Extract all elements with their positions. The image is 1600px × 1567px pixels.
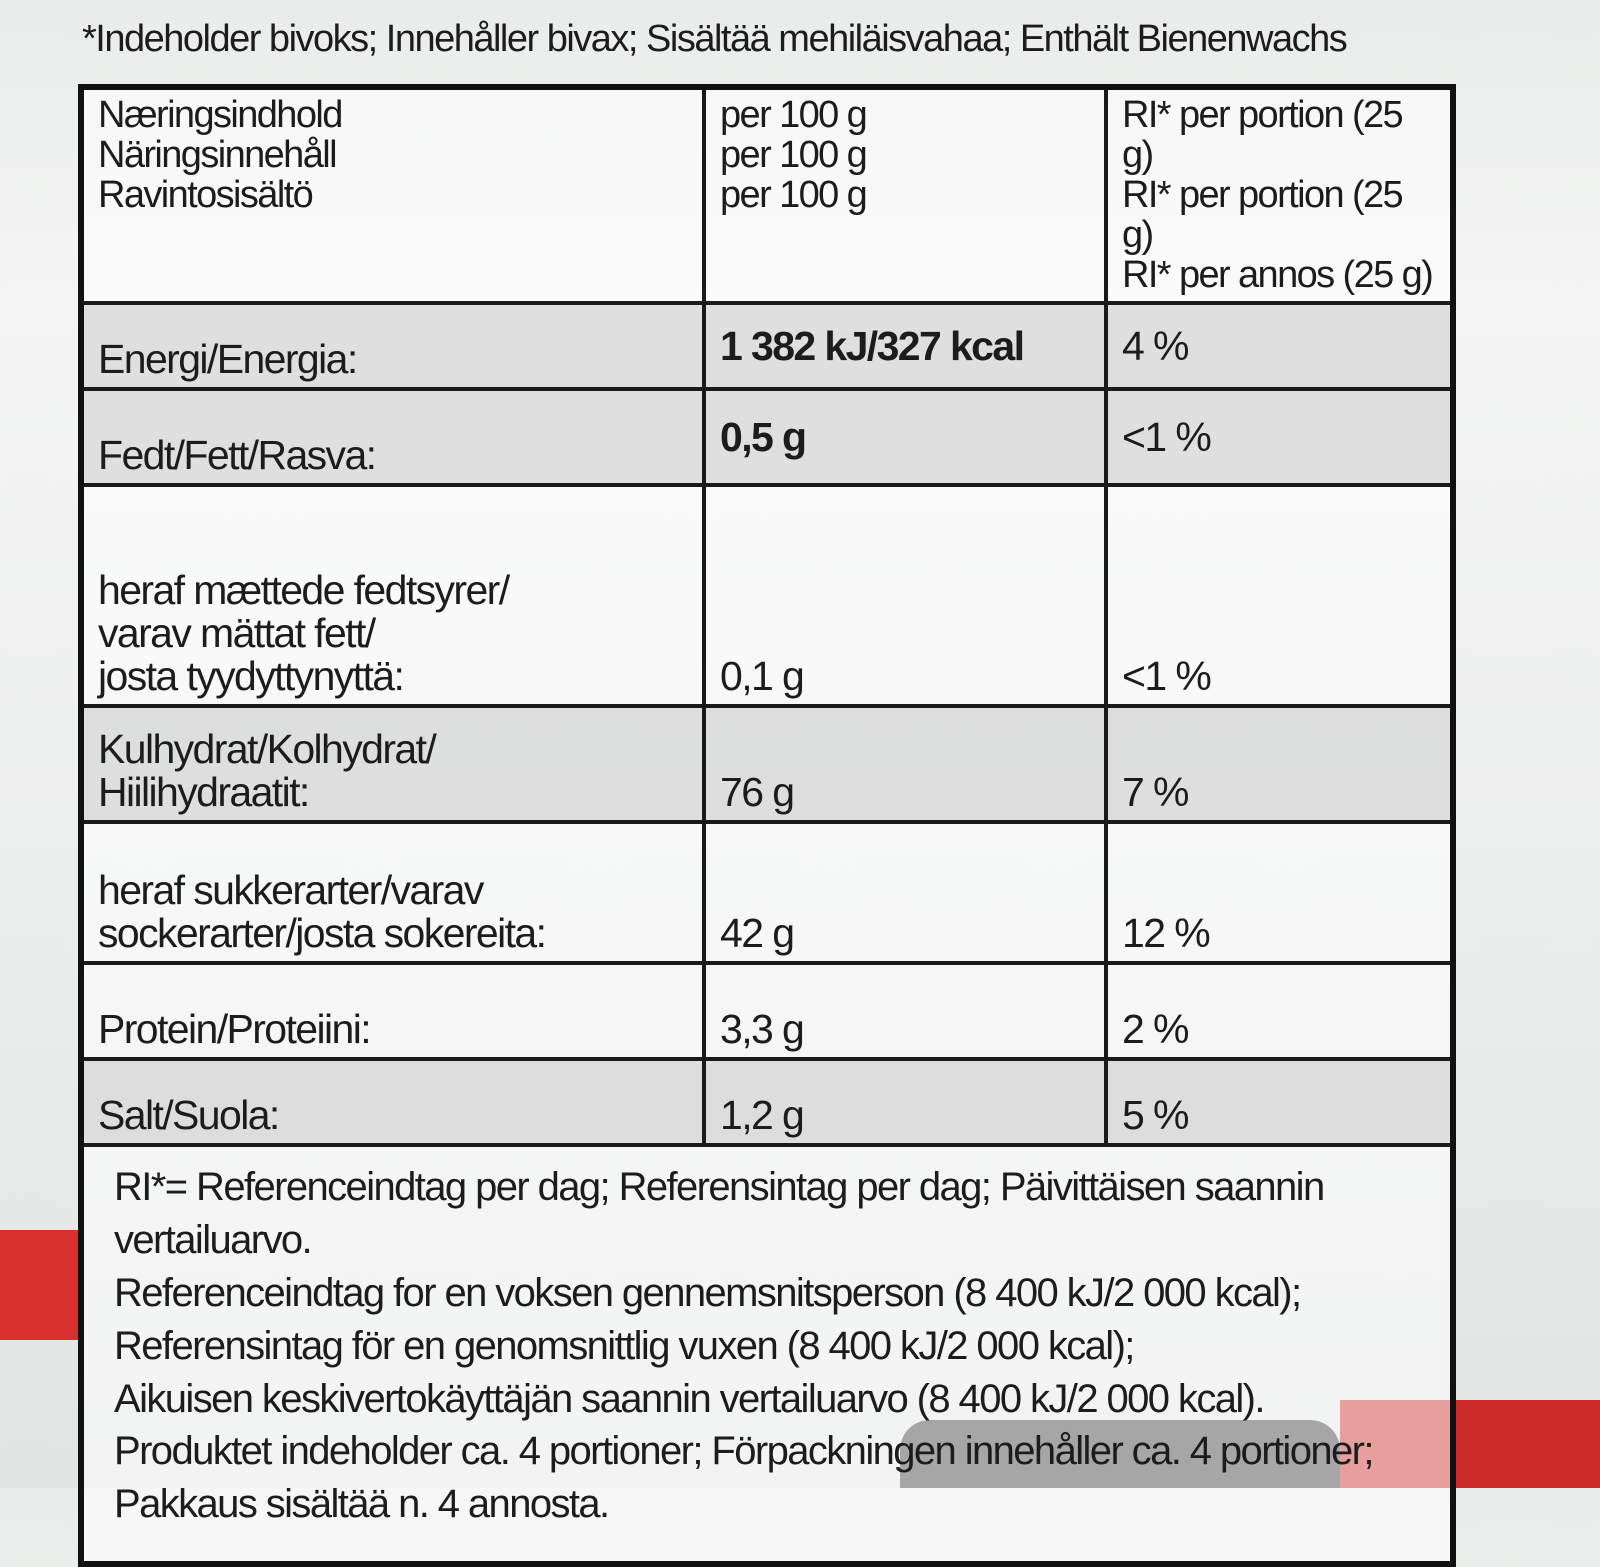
footnote-line: Referensintag för en genomsnittlig vuxen… [114,1323,1135,1368]
nutrient-label-line: Salt/Suola: [98,1092,280,1139]
nutrient-label: Protein/Proteiini: [79,961,706,1062]
header-nutrients: Næringsindhold Näringsinnehåll Ravintosi… [79,84,706,306]
footnote-line: Referenceindtag for en voksen gennemsnit… [114,1271,1302,1316]
header-label: RI* per portion (25 g) [1122,94,1404,176]
package-red-stripe [0,1230,80,1340]
nutrient-label-line: heraf sukkerarter/varav [98,867,484,914]
header-label: RI* per portion (25 g) [1122,173,1404,256]
table-row: Energi/Energia: 1 382 kJ/327 kcal 4 % [79,301,1455,392]
nutrient-label-line: Fedt/Fett/Rasva: [98,432,377,479]
nutrient-label-line: Hiilihydraatit: [98,769,310,816]
nutrient-label-line: heraf mættede fedtsyrer/ [98,567,510,614]
nutrition-table: Næringsindhold Näringsinnehåll Ravintosi… [78,84,1456,1567]
per100-value: 0,1 g [702,483,1108,709]
nutrient-label-line: josta tyydyttynyttä: [98,653,405,700]
header-label: Ravintosisältö [98,173,314,216]
per100-value: 42 g [702,820,1108,966]
ri-value: 4 % [1104,301,1455,392]
footnote: RI*= Referenceindtag per dag; Referensin… [79,1143,1455,1567]
header-per100: per 100 g per 100 g per 100 g [702,84,1108,306]
ri-value: 2 % [1104,961,1455,1062]
nutrient-label: Energi/Energia: [79,301,706,392]
header-label: Näringsinnehåll [98,133,338,176]
ri-value: <1 % [1104,387,1455,488]
nutrient-label-line: Kulhydrat/Kolhydrat/ [98,726,437,773]
header-label: per 100 g [720,133,868,176]
header-label: per 100 g [720,173,868,216]
header-label: per 100 g [720,94,868,136]
nutrient-label-line: Protein/Proteiini: [98,1006,372,1053]
footnote-line: RI*= Referenceindtag per dag; Referensin… [114,1165,1325,1263]
per100-value: 0,5 g [702,387,1108,488]
header-ri: RI* per portion (25 g) RI* per portion (… [1104,84,1455,306]
nutrient-label: Fedt/Fett/Rasva: [79,387,706,488]
per100-value: 3,3 g [702,961,1108,1062]
nutrient-label: Kulhydrat/Kolhydrat/Hiilihydraatit: [79,704,706,825]
table-row: heraf mættede fedtsyrer/varav mättat fet… [79,483,1455,709]
header-label: Næringsindhold [98,94,343,136]
table-row: heraf sukkerarter/varav sockerarter/josta… [79,820,1455,966]
ri-value: 12 % [1104,820,1455,966]
nutrient-label: Salt/Suola: [79,1057,706,1148]
nutrient-label: heraf sukkerarter/varav sockerarter/josta… [79,820,706,966]
nutrient-label-line: Energi/Energia: [98,336,358,383]
ri-value: 5 % [1104,1057,1455,1148]
nutrient-label: heraf mættede fedtsyrer/varav mättat fet… [79,483,706,709]
footnote-line: Aikuisen keskivertokäyttäjän saannin ver… [114,1376,1266,1421]
table-row: Fedt/Fett/Rasva: 0,5 g <1 % [79,387,1455,488]
per100-value: 1,2 g [702,1057,1108,1148]
ri-value: <1 % [1104,483,1455,709]
nutrient-label-line: sockerarter/josta sokereita: [98,910,547,957]
beeswax-note: *Indeholder bivoks; Innehåller bivax; Si… [82,18,1348,60]
per100-value: 1 382 kJ/327 kcal [702,301,1108,392]
header-label: RI* per annos (25 g) [1122,253,1434,296]
table-header-row: Næringsindhold Näringsinnehåll Ravintosi… [79,84,1455,306]
ri-value: 7 % [1104,704,1455,825]
footnote-row: RI*= Referenceindtag per dag; Referensin… [79,1143,1455,1567]
nutrient-label-line: varav mättat fett/ [98,610,376,657]
per100-value: 76 g [702,704,1108,825]
footnote-line: Produktet indeholder ca. 4 portioner; Fö… [114,1429,1375,1527]
